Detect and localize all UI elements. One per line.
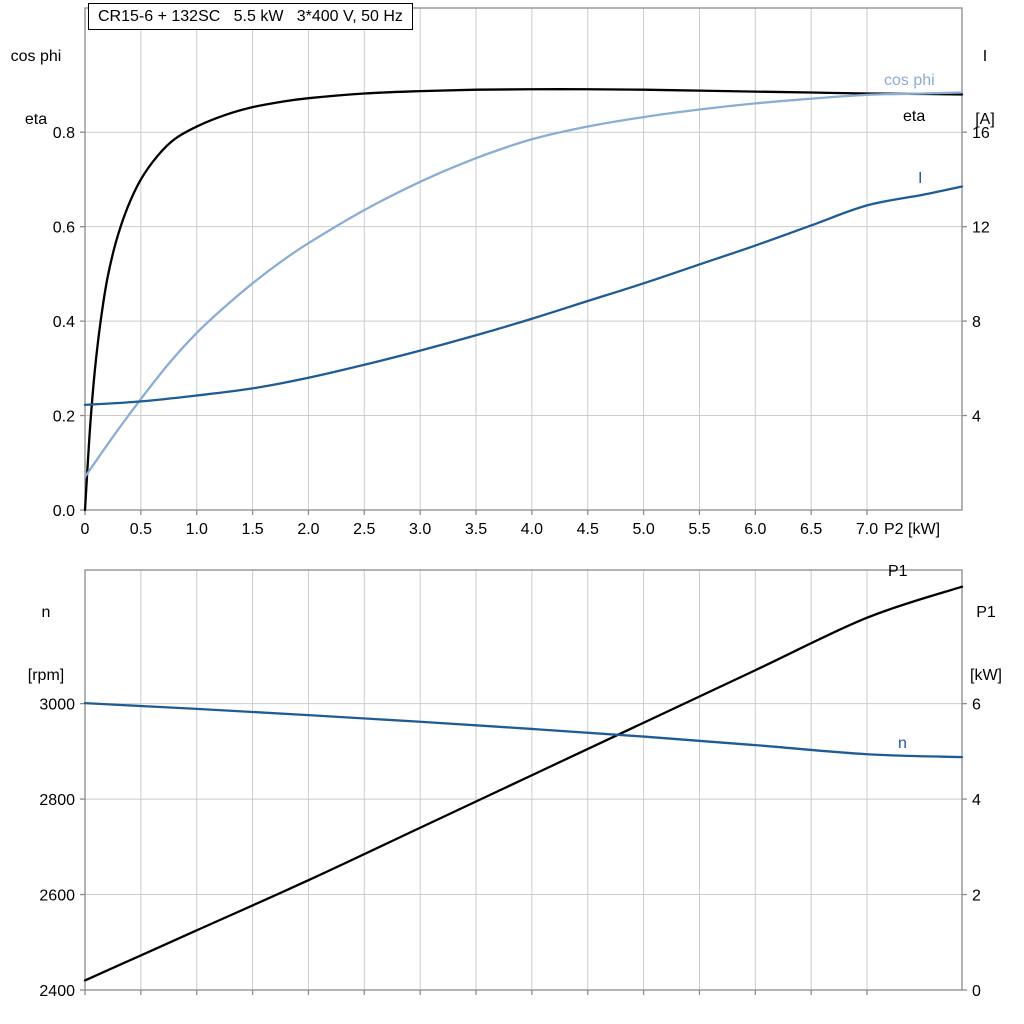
y-right-tick-label: 12 bbox=[972, 220, 990, 237]
x-tick-label: 1.0 bbox=[186, 521, 208, 538]
y-left-tick-label: 3000 bbox=[39, 697, 75, 714]
bottom-right-axis-title: P1 [kW] bbox=[956, 560, 1016, 728]
y-left-tick-label: 0.0 bbox=[53, 503, 75, 520]
curve-label-current: I bbox=[918, 170, 923, 187]
current-axis-label: I bbox=[982, 48, 988, 65]
series-curve-cos-phi bbox=[83, 91, 964, 479]
x-tick-label: 6.5 bbox=[800, 521, 822, 538]
eta-axis-label: eta bbox=[24, 111, 48, 128]
curve-label-eta: eta bbox=[903, 108, 926, 125]
x-tick-label: 6.0 bbox=[744, 521, 766, 538]
x-tick-label: 5.0 bbox=[632, 521, 654, 538]
y-left-tick-label: 0.2 bbox=[53, 409, 75, 426]
curve-label-p1: P1 bbox=[888, 563, 908, 580]
p1-axis-label: P1 bbox=[976, 604, 996, 621]
x-tick-label: 3.5 bbox=[465, 521, 487, 538]
y-right-tick-label: 0 bbox=[972, 983, 981, 1000]
y-left-tick-label: 0.8 bbox=[53, 125, 75, 142]
p1-unit-label: [kW] bbox=[970, 667, 1002, 684]
top-left-axis-title: cos phi eta bbox=[6, 4, 66, 172]
current-unit-label: [A] bbox=[975, 111, 995, 128]
x-axis-title: P2 [kW] bbox=[884, 521, 941, 538]
x-tick-label: 3.0 bbox=[409, 521, 431, 538]
x-tick-label: 1.5 bbox=[241, 521, 263, 538]
curve-label-cos-phi: cos phi bbox=[884, 72, 935, 89]
x-tick-label: 4.5 bbox=[577, 521, 599, 538]
y-left-tick-label: 0.6 bbox=[53, 220, 75, 237]
bottom-chart-canvas: 2400 2600 2800 3000 0 2 4 6 bbox=[39, 569, 981, 1000]
x-tick-label: 2.0 bbox=[297, 521, 319, 538]
y-right-tick-label: 16 bbox=[972, 125, 990, 142]
speed-axis-label: n bbox=[41, 604, 51, 621]
x-tick-label: 0 bbox=[81, 521, 90, 538]
speed-unit-label: [rpm] bbox=[27, 667, 65, 684]
series-curve-i bbox=[83, 185, 964, 407]
chart-title: CR15-6 + 132SC 5.5 kW 3*400 V, 50 Hz bbox=[88, 3, 413, 30]
plot-frame bbox=[84, 569, 963, 991]
x-tick-label: 7.0 bbox=[856, 521, 878, 538]
y-right-tick-label: 8 bbox=[972, 314, 981, 331]
y-left-tick-label: 2400 bbox=[39, 983, 75, 1000]
x-tick-label: 5.5 bbox=[688, 521, 710, 538]
top-right-axis-title: I [A] bbox=[955, 4, 1015, 172]
series-curve-n bbox=[83, 702, 964, 759]
series-curve-eta bbox=[83, 88, 964, 512]
y-left-tick-label: 2800 bbox=[39, 792, 75, 809]
plot-frame bbox=[84, 7, 963, 511]
x-tick-label: 0.5 bbox=[130, 521, 152, 538]
curve-label-n: n bbox=[898, 735, 907, 752]
y-right-tick-label: 4 bbox=[972, 409, 981, 426]
y-left-tick-label: 2600 bbox=[39, 888, 75, 905]
bottom-left-axis-title: n [rpm] bbox=[16, 560, 76, 728]
cos-phi-axis-label: cos phi bbox=[10, 48, 62, 65]
series-curve-p1 bbox=[83, 585, 964, 982]
x-tick-label: 2.5 bbox=[353, 521, 375, 538]
y-left-tick-label: 0.4 bbox=[53, 314, 75, 331]
y-right-tick-label: 4 bbox=[972, 792, 981, 809]
x-tick-label: 4.0 bbox=[521, 521, 543, 538]
y-right-tick-label: 2 bbox=[972, 888, 981, 905]
y-right-tick-label: 6 bbox=[972, 697, 981, 714]
top-chart-canvas: 0 0.5 1.0 1.5 2.0 2.5 3.0 3.5 4.0 4.5 5.0 5.5 6.0 6.5… bbox=[53, 7, 990, 538]
